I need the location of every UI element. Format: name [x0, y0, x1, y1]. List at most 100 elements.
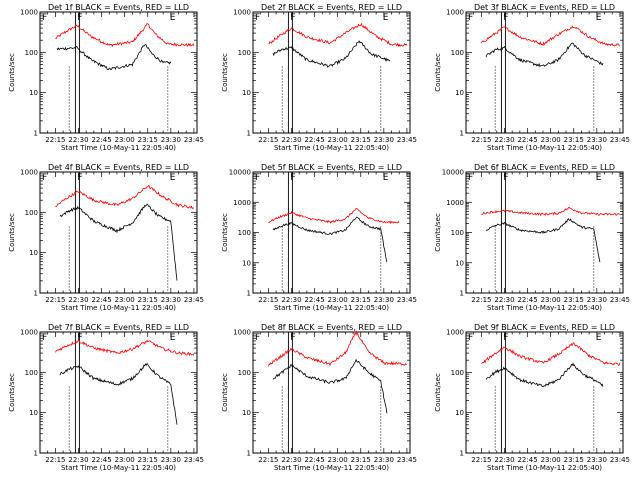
x-tick-label: 22:30: [68, 456, 88, 464]
x-tick-label: 22:45: [517, 136, 537, 144]
x-tick-label: 22:15: [45, 296, 65, 304]
y-tick-label: 1000: [20, 329, 38, 337]
x-tick-label: 22:15: [258, 296, 278, 304]
marker-label: F: [503, 173, 508, 183]
x-tick-label: 23:00: [328, 456, 348, 464]
chart-panel-8: Det 8f BLACK = Events, RED = LLD 1 10 100 10…: [221, 323, 417, 472]
x-tick-label: 22:15: [45, 456, 65, 464]
marker-label: F: [255, 333, 260, 343]
y-axis-title: Counts/sec: [8, 53, 16, 92]
x-tick-label: 23:00: [328, 296, 348, 304]
series-line-lld: [481, 206, 620, 217]
x-tick-label: 22:30: [281, 296, 301, 304]
y-tick-label: 100: [451, 369, 464, 377]
marker-label: F: [290, 333, 295, 343]
x-tick-label: 23:15: [564, 136, 584, 144]
x-tick-label: 22:45: [304, 136, 324, 144]
y-tick-label: 100: [238, 49, 251, 57]
marker-label: F: [42, 13, 47, 23]
y-tick-label: 10: [455, 89, 464, 97]
plot-frame: [252, 331, 411, 454]
x-tick-label: 23:45: [184, 296, 204, 304]
x-tick-label: 23:45: [610, 456, 630, 464]
x-tick-label: 23:00: [328, 136, 348, 144]
marker-label: F: [255, 173, 260, 183]
series-line-events: [59, 362, 178, 425]
marker-label: F: [77, 13, 82, 23]
chart-panel-7: Det 7f BLACK = Events, RED = LLD 1 10 100 10…: [8, 323, 204, 472]
x-tick-label: 22:30: [494, 456, 514, 464]
y-tick-label: 100: [25, 369, 38, 377]
x-tick-label: 23:45: [397, 296, 417, 304]
x-tick-label: 23:15: [351, 136, 371, 144]
x-tick-label: 23:15: [138, 136, 158, 144]
x-tick-label: 23:15: [351, 456, 371, 464]
y-tick-label: 10: [29, 89, 38, 97]
x-tick-label: 23:15: [351, 296, 371, 304]
chart-title: Det 8f BLACK = Events, RED = LLD: [261, 323, 402, 332]
x-tick-label: 22:45: [517, 456, 537, 464]
y-tick-label: 1: [460, 130, 464, 138]
x-tick-label: 22:30: [494, 296, 514, 304]
plot-frame: [252, 11, 411, 134]
x-tick-label: 23:45: [610, 296, 630, 304]
chart-panel-5: Det 5f BLACK = Events, RED = LLD 1 10 100 10…: [221, 163, 417, 312]
series-line-lld: [55, 339, 195, 357]
y-tick-label: 10: [242, 259, 251, 267]
marker-label: E: [383, 13, 389, 23]
series-line-events: [272, 40, 391, 68]
chart-title: Det 2f BLACK = Events, RED = LLD: [261, 3, 402, 12]
marker-label: F: [42, 333, 47, 343]
y-tick-label: 100: [451, 49, 464, 57]
marker-label: F: [42, 173, 47, 183]
plot-frame: [39, 171, 198, 294]
marker-label: E: [170, 13, 176, 23]
x-tick-label: 22:15: [471, 456, 491, 464]
marker-label: E: [596, 173, 602, 183]
chart-title: Det 3f BLACK = Events, RED = LLD: [474, 3, 615, 12]
chart-title: Det 5f BLACK = Events, RED = LLD: [261, 163, 402, 172]
x-tick-label: 22:45: [91, 456, 111, 464]
x-tick-label: 23:45: [397, 136, 417, 144]
y-tick-label: 10: [29, 409, 38, 417]
x-tick-label: 23:30: [587, 456, 607, 464]
y-tick-label: 1000: [233, 9, 251, 17]
marker-label: F: [468, 333, 473, 343]
marker-label: E: [170, 173, 176, 183]
chart-panel-4: Det 4f BLACK = Events, RED = LLD 1 10 100 10…: [8, 163, 204, 312]
chart-panel-2: Det 2f BLACK = Events, RED = LLD 1 10 100 10…: [221, 3, 417, 152]
y-tick-label: 10: [29, 249, 38, 257]
x-tick-label: 23:15: [138, 456, 158, 464]
y-tick-label: 100: [238, 369, 251, 377]
x-tick-label: 23:30: [161, 296, 181, 304]
marker-label: F: [77, 173, 82, 183]
marker-label: F: [290, 13, 295, 23]
y-tick-label: 1: [460, 450, 464, 458]
y-axis-title: Counts/sec: [434, 373, 442, 412]
x-tick-label: 22:15: [471, 136, 491, 144]
y-tick-label: 1: [247, 450, 251, 458]
x-tick-label: 22:45: [91, 136, 111, 144]
y-tick-label: 10: [242, 409, 251, 417]
y-tick-label: 100: [25, 209, 38, 217]
plot-frame: [252, 171, 411, 294]
marker-label: F: [77, 333, 82, 343]
x-tick-label: 23:15: [564, 456, 584, 464]
x-axis-title: Start Time (10-May-11 22:05:40): [61, 304, 176, 312]
series-line-lld: [268, 22, 408, 48]
y-tick-label: 1000: [20, 169, 38, 177]
plot-frame: [39, 331, 198, 454]
x-tick-label: 23:45: [397, 456, 417, 464]
x-tick-label: 22:15: [258, 456, 278, 464]
chart-title: Det 7f BLACK = Events, RED = LLD: [48, 323, 189, 332]
y-tick-label: 10: [455, 259, 464, 267]
y-axis-title: Counts/sec: [8, 373, 16, 412]
series-line-lld: [268, 330, 408, 367]
x-axis-title: Start Time (10-May-11 22:05:40): [274, 464, 389, 472]
marker-label: F: [468, 173, 473, 183]
y-tick-label: 10: [242, 89, 251, 97]
x-tick-label: 22:15: [258, 136, 278, 144]
x-tick-label: 23:00: [541, 296, 561, 304]
x-tick-label: 22:30: [281, 136, 301, 144]
